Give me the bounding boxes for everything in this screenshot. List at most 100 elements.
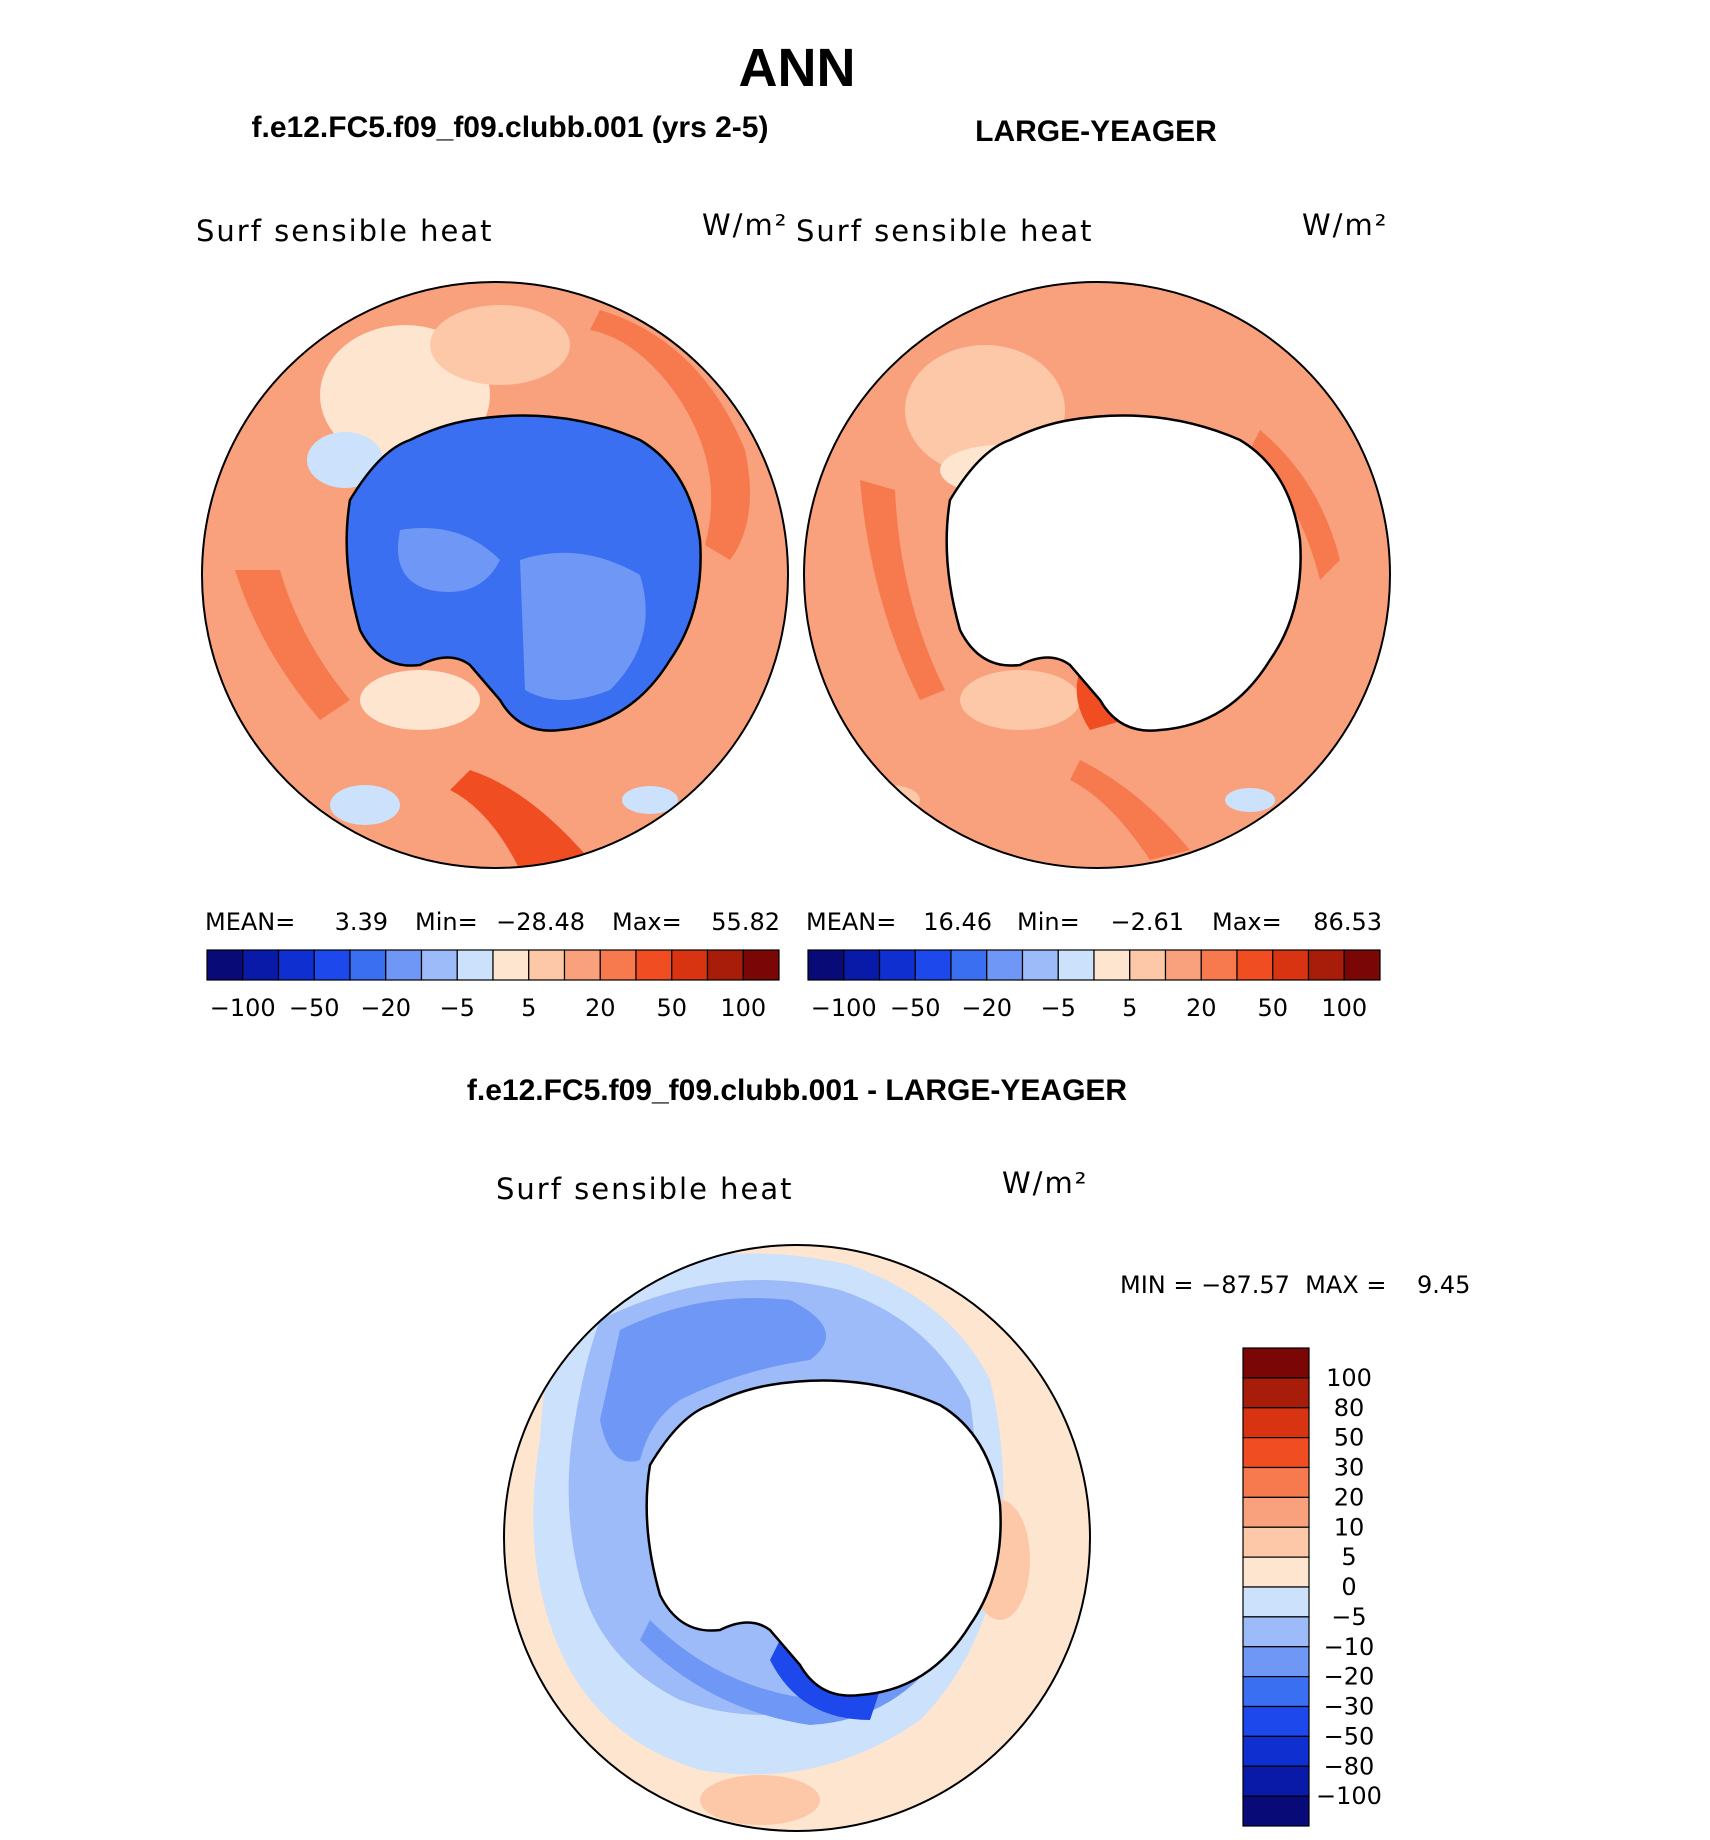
colorbar-swatch: [1242, 1347, 1310, 1379]
colorbar-swatch: [349, 949, 387, 981]
colorbar-swatch: [528, 949, 566, 981]
field-patch: [1070, 760, 1190, 860]
variable-label: Surf sensible heat: [496, 1172, 794, 1206]
colorbar-tick-label: −5: [1331, 1603, 1366, 1631]
colorbar-swatch: [456, 949, 494, 981]
obs-title: LARGE-YEAGER: [975, 115, 1217, 148]
colorbar-swatch: [1242, 1466, 1310, 1498]
colorbar-tick-label: 80: [1334, 1394, 1365, 1422]
field-patch: [398, 528, 500, 592]
colorbar-tick-label: 5: [1341, 1543, 1356, 1571]
colorbar-tick-label: 100: [1321, 994, 1367, 1022]
colorbar-tick-label: 5: [521, 994, 536, 1022]
field-patch: [1225, 788, 1275, 812]
colorbar-tick-label: −20: [1324, 1663, 1375, 1691]
field-patch: [960, 670, 1080, 730]
min-label: Min=: [1017, 908, 1080, 936]
colorbar-swatch: [1307, 949, 1345, 981]
colorbar-tick-label: −50: [890, 994, 941, 1022]
field-patch: [450, 770, 590, 868]
field-patch: [307, 432, 383, 488]
colorbar-swatch: [1021, 949, 1059, 981]
case-title: f.e12.FC5.f09_f09.clubb.001 (yrs 2-5): [252, 111, 769, 144]
colorbar-swatch: [1242, 1586, 1310, 1618]
panel-model: Surf sensible heat W/m² MEAN= 3.39 Min= …: [196, 208, 789, 1022]
field-patch: [330, 785, 400, 825]
colorbar-swatch: [1242, 1407, 1310, 1439]
mean-value: 16.46: [923, 908, 992, 936]
colorbar-swatch: [1242, 1735, 1310, 1767]
colorbar-tick-label: 20: [1186, 994, 1217, 1022]
field-patch: [590, 310, 750, 560]
field-patch: [360, 670, 480, 730]
map-boundary: [803, 281, 1391, 869]
colorbar-swatch: [563, 949, 601, 981]
colorbar-swatch: [878, 949, 916, 981]
colorbar-swatch: [742, 949, 780, 981]
colorbar-tick-label: −10: [1324, 1633, 1375, 1661]
colorbar: −100 −50 −20 −5 5 20 50 100: [807, 949, 1381, 1022]
units-label: W/m²: [1302, 208, 1388, 242]
colorbar-tick-label: 50: [1257, 994, 1288, 1022]
colorbar-swatch: [671, 949, 709, 981]
mean-value: 3.39: [335, 908, 388, 936]
colorbar-tick-label: 30: [1334, 1454, 1365, 1482]
field-patch: [235, 570, 350, 720]
antarctica-blank: [645, 1379, 1002, 1697]
colorbar-tick-label: 20: [585, 994, 616, 1022]
mean-label: MEAN=: [806, 908, 896, 936]
panel-obs: Surf sensible heat W/m² MEAN= 16.46 Min=…: [796, 208, 1391, 1022]
colorbar-swatch: [1242, 1646, 1310, 1678]
diff-title: f.e12.FC5.f09_f09.clubb.001 - LARGE-YEAG…: [467, 1074, 1128, 1107]
colorbar-tick-label: −5: [440, 994, 475, 1022]
max-value: 55.82: [711, 908, 780, 936]
colorbar-swatch: [1343, 949, 1381, 981]
colorbar-tick-label: −30: [1324, 1693, 1375, 1721]
colorbar-tick-label: −50: [1324, 1722, 1375, 1750]
colorbar-swatch: [1200, 949, 1238, 981]
max-label: Max=: [612, 908, 682, 936]
variable-label: Surf sensible heat: [796, 214, 1094, 248]
colorbar-swatch: [1272, 949, 1310, 981]
colorbar-swatch: [1164, 949, 1202, 981]
stats-line: MEAN= 16.46 Min= −2.61 Max= 86.53: [806, 908, 1382, 936]
colorbar-swatch: [807, 949, 845, 981]
colorbar-swatch: [1057, 949, 1095, 981]
colorbar-tick-label: −20: [360, 994, 411, 1022]
map-boundary: [201, 281, 789, 869]
map-field: [804, 282, 1390, 868]
min-max-label: MIN = −87.57 MAX = 9.45: [1120, 1271, 1470, 1299]
colorbar-swatch: [1242, 1676, 1310, 1708]
map-field: [202, 282, 788, 868]
colorbar-swatch: [706, 949, 744, 981]
colorbar-tick-label: 10: [1334, 1513, 1365, 1541]
colorbar-tick-label: 50: [656, 994, 687, 1022]
field-patch: [700, 1775, 820, 1825]
field-patch: [600, 1298, 826, 1462]
colorbar-tick-label: −100: [811, 994, 877, 1022]
colorbar-swatch: [986, 949, 1024, 981]
colorbar-swatch: [277, 949, 315, 981]
stats-line: MEAN= 3.39 Min= −28.48 Max= 55.82: [205, 908, 780, 936]
colorbar-swatch: [635, 949, 673, 981]
colorbar-tick-label: 5: [1122, 994, 1137, 1022]
colorbar-swatch: [1242, 1526, 1310, 1558]
colorbar-swatch: [242, 949, 280, 981]
colorbar-tick-label: 50: [1334, 1424, 1365, 1452]
colorbar-swatch: [1242, 1765, 1310, 1797]
colorbar-swatch: [313, 949, 351, 981]
field-patch: [520, 552, 646, 700]
units-label: W/m²: [702, 208, 788, 242]
colorbar-swatch: [1242, 1496, 1310, 1528]
colorbar-swatch: [1242, 1437, 1310, 1469]
colorbar-tick-label: 100: [720, 994, 766, 1022]
colorbar-swatch: [914, 949, 952, 981]
antarctica-blank: [945, 414, 1302, 732]
colorbar-swatch: [1242, 1705, 1310, 1737]
colorbar-swatch: [1129, 949, 1167, 981]
colorbar-swatch: [1093, 949, 1131, 981]
colorbar-swatch: [843, 949, 881, 981]
colorbar-tick-label: −50: [289, 994, 340, 1022]
colorbar-tick-label: −5: [1041, 994, 1076, 1022]
